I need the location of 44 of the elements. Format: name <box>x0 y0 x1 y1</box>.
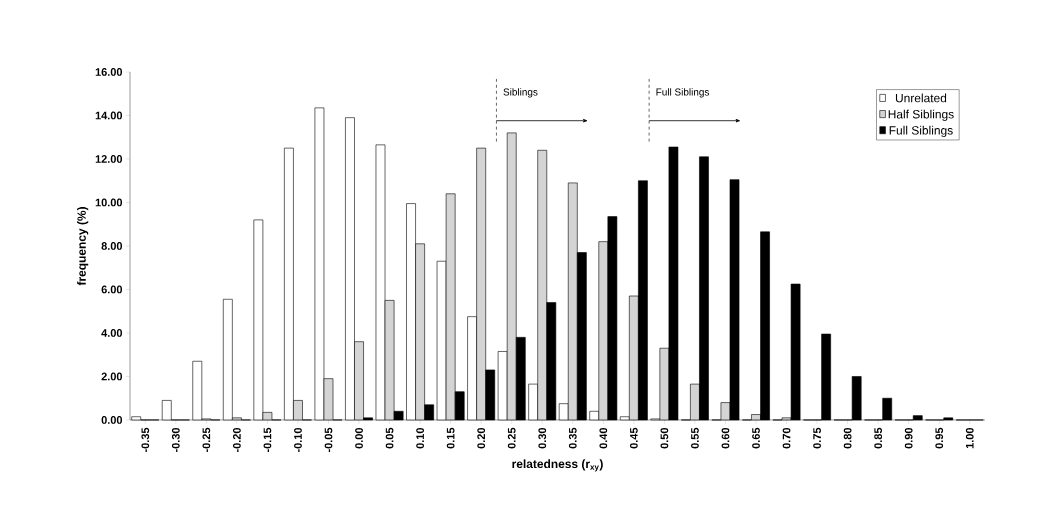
x-tick-label: 0.45 <box>629 427 638 449</box>
x-tick-label: 0.60 <box>721 427 730 449</box>
legend-label: Full Siblings <box>889 125 953 137</box>
x-tick-label: -0.20 <box>233 427 241 453</box>
ref-line-label: Siblings <box>503 88 538 98</box>
x-axis-title: relatedness (r$_{xy}$) <box>512 459 603 472</box>
x-tick-label: 0.80 <box>843 427 852 449</box>
y-tick-label: 8.00 <box>101 242 123 250</box>
x-tick-label: -0.05 <box>324 427 333 453</box>
x-tick-label: -0.10 <box>294 427 302 453</box>
x-tick-label: 0.70 <box>782 427 791 449</box>
x-tick-label: 0.55 <box>691 427 699 449</box>
x-tick-label: -0.35 <box>141 427 150 453</box>
x-tick-label: -0.30 <box>171 427 180 453</box>
x-tick-label: 0.25 <box>507 427 516 449</box>
y-tick-label: 14.00 <box>95 111 123 120</box>
x-tick-label: 1.00 <box>965 427 974 449</box>
y-tick-label: 6.00 <box>101 285 123 294</box>
x-tick-label: 0.90 <box>904 427 913 449</box>
legend-label: Half Siblings <box>888 109 954 121</box>
y-axis-title: frequency (%) <box>77 207 89 286</box>
x-tick-label: 0.40 <box>599 427 608 449</box>
x-tick-label: 0.85 <box>874 427 883 449</box>
y-tick-label: 16.00 <box>95 68 123 76</box>
x-tick-label: 0.10 <box>416 427 424 449</box>
y-tick-label: 12.00 <box>95 155 123 163</box>
legend-label: Unrelated <box>895 93 947 103</box>
x-tick-label: 0.95 <box>935 427 944 449</box>
x-tick-label: 0.75 <box>813 427 821 449</box>
y-tick-label: 10.00 <box>95 198 123 207</box>
y-tick-label: 0.00 <box>101 416 123 424</box>
ref-line-label: Full Siblings <box>656 88 710 98</box>
x-tick-label: 0.00 <box>355 427 363 449</box>
x-tick-label: 0.05 <box>385 427 394 449</box>
y-tick-label: 2.00 <box>101 372 123 381</box>
x-tick-label: 0.30 <box>538 427 547 449</box>
x-tick-label: -0.25 <box>202 427 211 453</box>
y-tick-label: 4.00 <box>101 329 123 337</box>
x-tick-label: 0.50 <box>660 427 669 449</box>
x-tick-label: 0.35 <box>568 427 577 449</box>
x-tick-label: 0.65 <box>752 427 760 449</box>
x-tick-label: 0.20 <box>477 427 486 449</box>
x-tick-label: 0.15 <box>446 427 455 449</box>
x-tick-label: -0.15 <box>263 427 272 453</box>
